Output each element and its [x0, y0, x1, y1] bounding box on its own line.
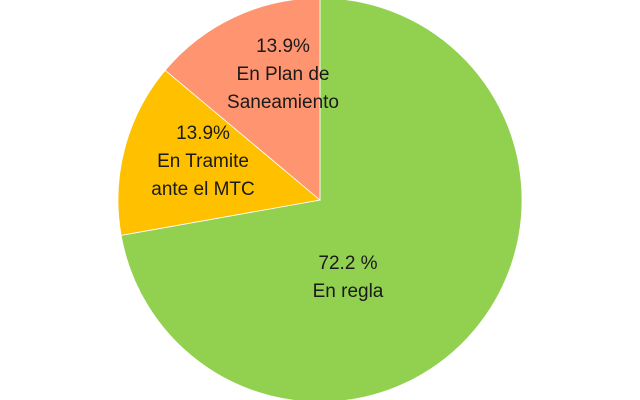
slice-label-en-regla: 72.2 % En regla: [313, 253, 384, 302]
slice-category-label: En regla: [313, 281, 384, 302]
labels-layer: 72.2 % En regla 13.9% En Tramite ante el MTC…: [151, 36, 384, 302]
slice-category-label: Saneamiento: [227, 92, 339, 113]
pie-slice-en-tramite-ante-el-mtc: [117, 69, 321, 236]
slice-label-en-tramite-ante-el-mtc: 13.9% En Tramite ante el MTC: [151, 123, 254, 200]
slice-value-label: 72.2 %: [318, 253, 377, 274]
slice-category-label: En Tramite: [157, 151, 249, 172]
slice-category-label: ante el MTC: [151, 179, 254, 200]
pie-slice-en-regla: [120, 0, 523, 400]
slices-layer: [117, 0, 523, 400]
slice-value-label: 13.9%: [176, 123, 230, 144]
slice-category-label: En Plan de: [237, 64, 330, 85]
slice-label-en-plan-de-saneamiento: 13.9% En Plan de Saneamiento: [227, 36, 339, 113]
slice-value-label: 13.9%: [256, 36, 310, 57]
pie-slice-en-plan-de-saneamiento: [164, 0, 321, 201]
